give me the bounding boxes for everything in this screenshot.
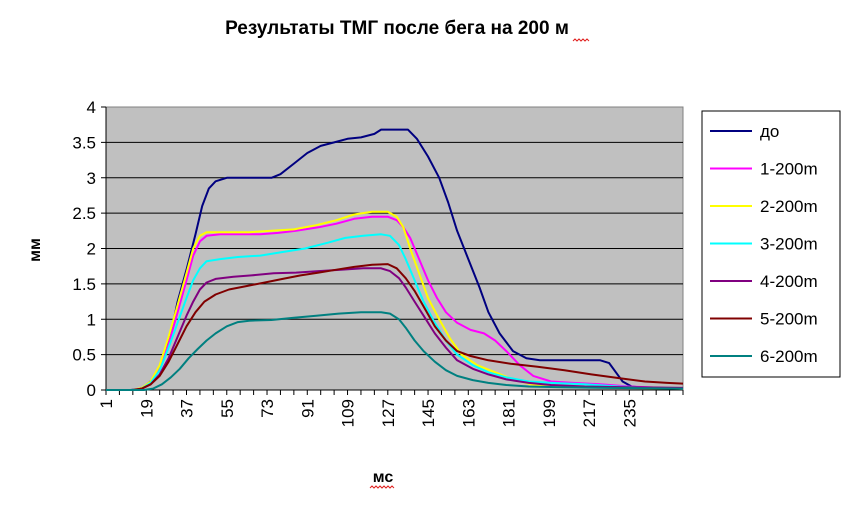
- chart-title: Результаты ТМГ после бега на 200 м: [225, 18, 569, 39]
- y-axis-label: мм: [27, 238, 44, 262]
- x-tick-label: 181: [500, 399, 519, 427]
- series-line-5-200m: [106, 263, 684, 391]
- legend-label: 3-200m: [760, 235, 818, 254]
- legend-label: 4-200m: [760, 272, 818, 291]
- x-tick-label: 73: [258, 399, 277, 418]
- y-tick-label: 1: [87, 310, 96, 329]
- y-axis: 0 0.5 1 1.5 2 2.5 3 3.5 4: [72, 98, 107, 400]
- series-line-4-200m: [106, 267, 684, 391]
- y-tick-label: 2.5: [72, 204, 96, 223]
- y-tick-label: 3.5: [72, 133, 96, 152]
- x-tick-label: 37: [178, 399, 197, 418]
- legend: до 1-200m 2-200m 3-200m 4-200m 5-200m 6-200m: [701, 110, 841, 378]
- legend-label: 5-200m: [760, 310, 818, 329]
- gridlines: [106, 141, 683, 356]
- y-tick-label: 3: [87, 169, 96, 188]
- legend-label: до: [760, 122, 779, 141]
- series-line-3-200m: [106, 233, 684, 391]
- x-tick-label: 1: [97, 399, 116, 408]
- x-tick-label: 19: [137, 399, 156, 418]
- y-tick-label: 4: [87, 98, 96, 117]
- series-line-1-200m: [106, 215, 684, 391]
- x-tick-label: 235: [620, 399, 639, 427]
- x-tick-label: 145: [419, 399, 438, 427]
- legend-label: 6-200m: [760, 347, 818, 366]
- spellcheck-squiggle: [369, 485, 395, 489]
- spellcheck-squiggle: [572, 38, 590, 42]
- y-tick-label: 2: [87, 240, 96, 259]
- series-line-2-200m: [106, 210, 684, 391]
- y-tick-label: 0.5: [72, 346, 96, 365]
- y-tick-label: 0: [87, 381, 96, 400]
- x-tick-label: 127: [379, 399, 398, 427]
- series-line-6-200m: [106, 311, 684, 391]
- x-tick-label: 91: [298, 399, 317, 418]
- x-tick-label: 199: [540, 399, 559, 427]
- x-tick-label: 109: [339, 399, 358, 427]
- legend-label: 1-200m: [760, 160, 818, 179]
- x-axis: 1 19 37 55 73 91 109 127 145 163 181 199 217 235: [97, 389, 684, 427]
- x-axis-label: мс: [373, 469, 394, 486]
- series-lines: [106, 128, 684, 391]
- x-tick-label: 163: [459, 399, 478, 427]
- x-tick-label: 217: [580, 399, 599, 427]
- series-line-до: [106, 128, 684, 391]
- y-tick-label: 1.5: [72, 275, 96, 294]
- legend-label: 2-200m: [760, 197, 818, 216]
- x-tick-label: 55: [218, 399, 237, 418]
